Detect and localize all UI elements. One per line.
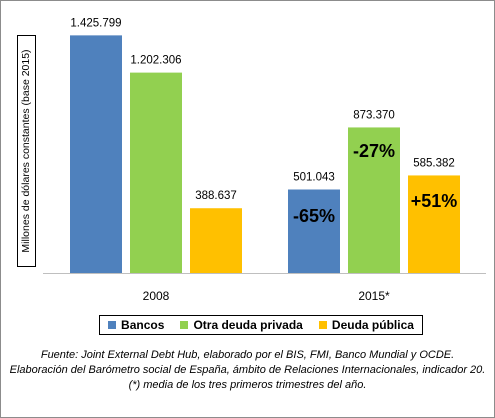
- bar-bancos-2008: [70, 35, 122, 273]
- data-label-otra-deuda-privada-2008: 1.202.306: [130, 55, 181, 67]
- change-label-otra-deuda-privada: -27%: [353, 141, 395, 161]
- legend-swatch-deuda-publica: [318, 321, 327, 329]
- category-label-2015: 2015*: [358, 289, 390, 301]
- legend-swatch-otra-deuda-privada: [180, 321, 189, 329]
- legend: Bancos Otra deuda privada Deuda pública: [99, 315, 423, 335]
- category-label-2008: 2008: [143, 289, 170, 301]
- legend-label-otra-deuda-privada: Otra deuda privada: [193, 318, 303, 332]
- data-label-bancos-2008: 1.425.799: [70, 17, 121, 29]
- data-label-deuda-publica-2015: 585.382: [413, 157, 455, 169]
- footnote-elaboration: Elaboración del Barómetro social de Espa…: [9, 364, 486, 376]
- legend-label-deuda-publica: Deuda pública: [331, 318, 414, 332]
- footnote: Fuente: Joint External Debt Hub, elabora…: [1, 348, 494, 393]
- bar-chart: 1.425.799 1.202.306 388.637 2008 501.043 -65%…: [43, 17, 486, 301]
- footnote-source: Fuente: Joint External Debt Hub, elabora…: [40, 349, 455, 361]
- bar-bancos-2015: [288, 189, 340, 273]
- change-label-bancos: -65%: [293, 206, 335, 226]
- legend-item-deuda-publica: Deuda pública: [318, 318, 414, 332]
- change-label-deuda-publica: +51%: [411, 191, 458, 211]
- bar-otra-deuda-privada-2015: [348, 127, 400, 274]
- legend-swatch-bancos: [108, 321, 117, 329]
- y-axis-label: Millones de dólares constantes (base 201…: [20, 49, 32, 253]
- y-axis-label-box: Millones de dólares constantes (base 201…: [17, 35, 36, 267]
- bar-deuda-publica-2008: [190, 208, 242, 273]
- legend-item-otra-deuda-privada: Otra deuda privada: [180, 318, 303, 332]
- legend-label-bancos: Bancos: [121, 318, 165, 332]
- footnote-note: (*) media de los tres primeros trimestre…: [128, 379, 367, 391]
- bar-deuda-publica-2015: [408, 175, 460, 273]
- data-label-otra-deuda-privada-2015: 873.370: [353, 109, 395, 121]
- data-label-bancos-2015: 501.043: [293, 171, 335, 183]
- legend-item-bancos: Bancos: [108, 318, 164, 332]
- data-label-deuda-publica-2008: 388.637: [195, 190, 237, 202]
- bar-otra-deuda-privada-2008: [130, 72, 182, 274]
